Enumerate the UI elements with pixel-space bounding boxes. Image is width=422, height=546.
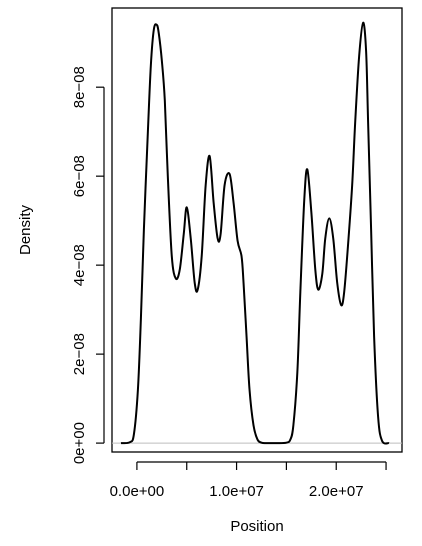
y-tick-label: 0e+00	[71, 422, 88, 464]
y-axis-title: Density	[17, 204, 34, 255]
x-tick-label: 1.0e+07	[209, 483, 264, 500]
y-tick-label: 8e−08	[71, 66, 88, 108]
density-curve-0	[120, 21, 390, 445]
x-tick-label: 2.0e+07	[309, 483, 364, 500]
y-axis: 0e+00 2e−08 4e−08 6e−08 8e−08	[71, 66, 105, 464]
x-axis-title: Position	[230, 518, 283, 535]
y-tick-label: 6e−08	[71, 155, 88, 197]
x-tick-label: 0.0e+00	[110, 483, 165, 500]
y-tick-label: 4e−08	[71, 244, 88, 286]
y-tick-label: 2e−08	[71, 333, 88, 375]
series-layer	[120, 21, 390, 445]
x-axis: 0.0e+00 1.0e+07 2.0e+07	[110, 461, 387, 500]
plot-frame	[111, 7, 403, 453]
